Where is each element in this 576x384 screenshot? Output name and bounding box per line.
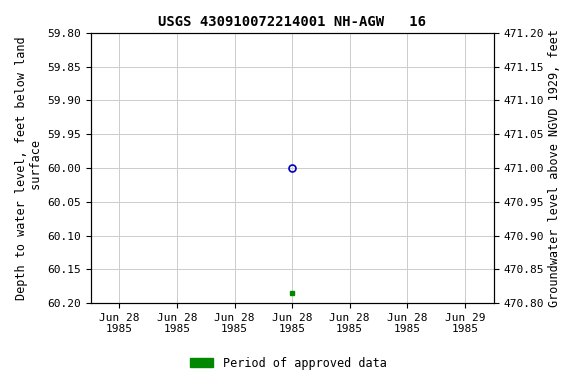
- Y-axis label: Groundwater level above NGVD 1929, feet: Groundwater level above NGVD 1929, feet: [548, 29, 561, 307]
- Legend: Period of approved data: Period of approved data: [185, 352, 391, 374]
- Title: USGS 430910072214001 NH-AGW   16: USGS 430910072214001 NH-AGW 16: [158, 15, 426, 29]
- Y-axis label: Depth to water level, feet below land
 surface: Depth to water level, feet below land su…: [15, 36, 43, 300]
